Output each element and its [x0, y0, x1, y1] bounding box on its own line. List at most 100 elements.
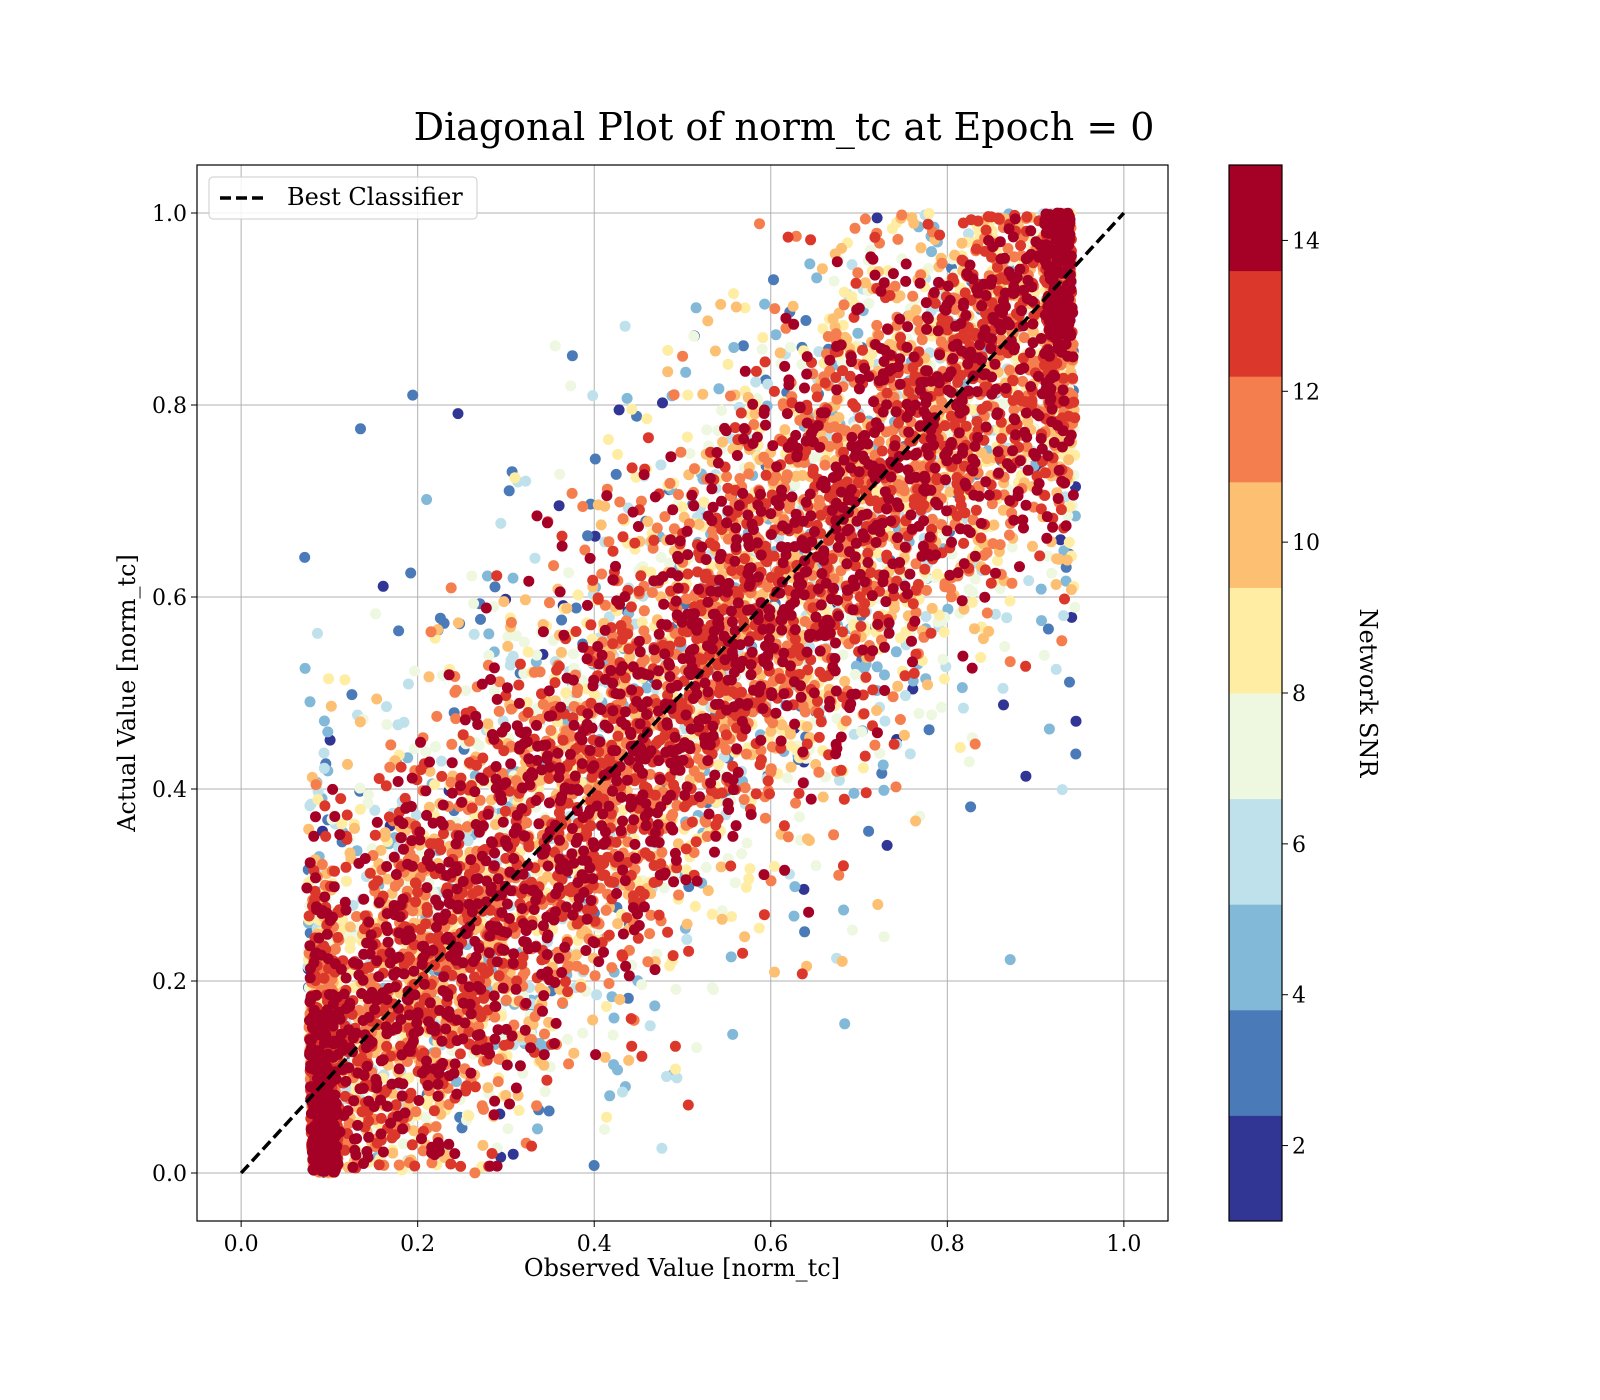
- scatter-point: [848, 787, 860, 799]
- scatter-point: [452, 617, 464, 629]
- scatter-point: [318, 747, 330, 759]
- scatter-point: [1055, 534, 1066, 546]
- scatter-point: [908, 217, 920, 229]
- scatter-point: [890, 646, 902, 658]
- scatter-point: [743, 873, 755, 885]
- scatter-point: [369, 804, 381, 816]
- scatter-point: [661, 1071, 672, 1082]
- scatter-point: [846, 259, 858, 271]
- scatter-point: [502, 640, 514, 652]
- scatter-point: [767, 717, 779, 729]
- scatter-point: [715, 298, 727, 310]
- scatter-point: [502, 631, 514, 643]
- scatter-point: [1001, 612, 1013, 624]
- scatter-point: [557, 997, 568, 1009]
- scatter-point: [986, 498, 998, 510]
- scatter-point: [475, 613, 486, 625]
- scatter-point: [560, 687, 572, 699]
- scatter-point: [981, 453, 993, 465]
- scatter-point: [421, 494, 433, 505]
- scatter-point: [836, 242, 847, 254]
- scatter-point: [604, 1090, 616, 1102]
- scatter-point: [856, 726, 868, 738]
- scatter-point: [871, 705, 883, 716]
- scatter-point: [725, 390, 736, 402]
- scatter-point: [488, 684, 500, 696]
- scatter-point: [873, 436, 885, 447]
- scatter-point: [839, 1018, 851, 1030]
- scatter-point: [304, 696, 316, 708]
- scatter-point: [926, 246, 937, 258]
- scatter-point: [998, 699, 1009, 711]
- scatter-point: [463, 1110, 475, 1122]
- scatter-point: [837, 649, 849, 661]
- scatter-point: [482, 1082, 494, 1094]
- scatter-point: [603, 978, 615, 989]
- scatter-point: [725, 951, 737, 963]
- scatter-point: [788, 910, 800, 922]
- scatter-point: [981, 607, 993, 619]
- scatter-point: [1064, 501, 1076, 513]
- scatter-point: [504, 659, 516, 671]
- scatter-point: [430, 1047, 442, 1059]
- scatter-point: [910, 607, 922, 618]
- scatter-point: [636, 616, 648, 628]
- scatter-point: [798, 883, 810, 895]
- scatter-point: [873, 330, 885, 341]
- scatter-point: [793, 811, 805, 823]
- scatter-point: [684, 448, 696, 459]
- scatter-point: [903, 310, 915, 322]
- scatter-point: [616, 1086, 628, 1098]
- scatter-point: [312, 627, 323, 639]
- scatter-point: [498, 596, 510, 608]
- scatter-point: [362, 797, 374, 809]
- scatter-point: [452, 408, 464, 420]
- scatter-point: [434, 612, 446, 624]
- scatter-point: [626, 403, 638, 415]
- scatter-point: [589, 453, 601, 465]
- scatter-point: [776, 719, 788, 731]
- scatter-point: [671, 1072, 683, 1084]
- scatter-point: [1060, 575, 1072, 587]
- scatter-point: [879, 669, 890, 681]
- scatter-point: [429, 741, 441, 753]
- scatter-point: [462, 835, 474, 847]
- scatter-point: [641, 413, 653, 425]
- scatter-point: [712, 759, 724, 771]
- scatter-point: [852, 327, 864, 339]
- scatter-point: [690, 302, 702, 314]
- scatter-point: [1061, 554, 1073, 566]
- scatter-point: [801, 721, 813, 733]
- scatter-point: [664, 960, 676, 972]
- scatter-point: [346, 689, 358, 701]
- scatter-point: [500, 994, 512, 1006]
- scatter-point: [872, 899, 884, 910]
- scatter-point: [963, 228, 974, 240]
- scatter-point: [577, 501, 589, 512]
- scatter-point: [957, 702, 969, 714]
- scatter-point: [318, 715, 330, 727]
- scatter-point: [397, 1138, 409, 1150]
- scatter-point: [739, 302, 751, 314]
- scatter-point: [904, 748, 916, 760]
- scatter-point: [562, 1033, 574, 1045]
- scatter-point: [656, 846, 668, 858]
- scatter-point: [494, 676, 505, 688]
- scatter-point: [572, 589, 584, 601]
- scatter-point: [739, 931, 751, 943]
- scatter-point: [839, 675, 851, 687]
- scatter-point: [774, 347, 786, 359]
- scatter-point: [325, 700, 337, 712]
- scatter-point: [863, 297, 875, 309]
- scatter-point: [828, 275, 840, 287]
- scatter-point: [482, 570, 493, 582]
- scatter-point: [729, 877, 741, 889]
- scatter-point: [1004, 656, 1016, 668]
- scatter-point: [836, 955, 848, 967]
- scatter-point: [342, 758, 353, 770]
- scatter-point: [912, 315, 924, 327]
- scatter-point: [567, 648, 579, 660]
- scatter-point: [874, 747, 886, 759]
- scatter-point: [759, 298, 771, 310]
- scatter-point: [507, 572, 519, 584]
